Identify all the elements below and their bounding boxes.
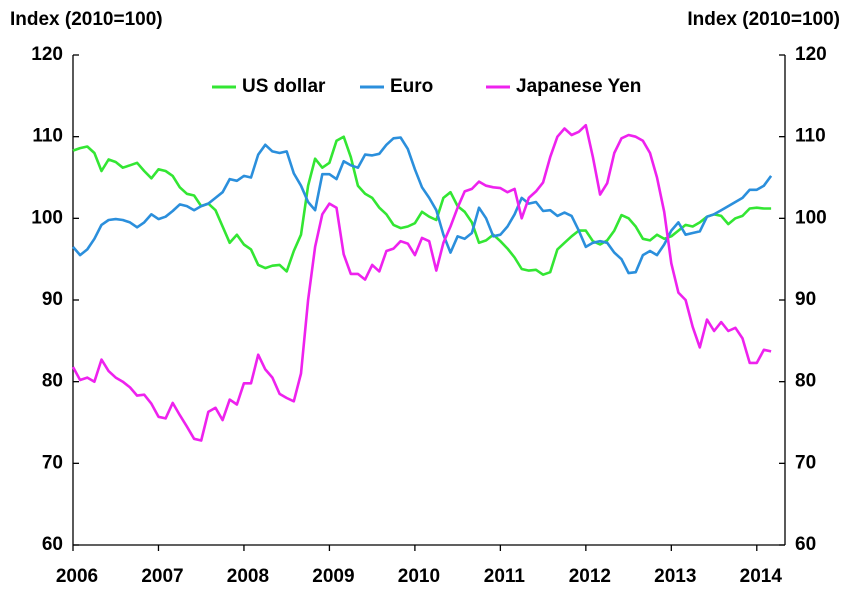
legend-label: Euro bbox=[390, 76, 433, 97]
series-line bbox=[72, 135, 772, 276]
x-tick-label: 2012 bbox=[569, 566, 611, 587]
y2-axis-label: Index (2010=100) bbox=[687, 9, 840, 30]
y2-tick-label: 100 bbox=[795, 207, 827, 228]
x-tick-label: 2014 bbox=[740, 566, 783, 587]
y-tick-label: 100 bbox=[31, 207, 63, 228]
y2-tick-label: 80 bbox=[795, 371, 816, 392]
y-tick-label: 90 bbox=[42, 289, 63, 310]
x-tick-label: 2006 bbox=[56, 566, 98, 587]
y2-tick-label: 60 bbox=[795, 534, 816, 555]
y2-tick-label: 120 bbox=[795, 44, 827, 65]
y-axis-label: Index (2010=100) bbox=[10, 9, 163, 30]
x-tick-label: 2013 bbox=[654, 566, 696, 587]
y2-tick-label: 90 bbox=[795, 289, 816, 310]
y-tick-label: 120 bbox=[31, 44, 63, 65]
y-tick-label: 110 bbox=[32, 126, 63, 147]
x-tick-label: 2010 bbox=[398, 566, 440, 587]
legend-label: Japanese Yen bbox=[516, 76, 641, 97]
x-tick-label: 2007 bbox=[141, 566, 183, 587]
series-line bbox=[71, 123, 772, 442]
y-tick-label: 70 bbox=[42, 452, 63, 473]
y2-tick-label: 110 bbox=[795, 126, 826, 147]
legend-label: US dollar bbox=[242, 76, 326, 97]
y-tick-label: 60 bbox=[42, 534, 63, 555]
y-tick-label: 80 bbox=[42, 371, 63, 392]
y2-tick-label: 70 bbox=[795, 452, 816, 473]
x-tick-label: 2008 bbox=[227, 566, 269, 587]
series-line bbox=[72, 136, 773, 275]
x-tick-label: 2011 bbox=[484, 566, 526, 587]
x-tick-label: 2009 bbox=[312, 566, 354, 587]
